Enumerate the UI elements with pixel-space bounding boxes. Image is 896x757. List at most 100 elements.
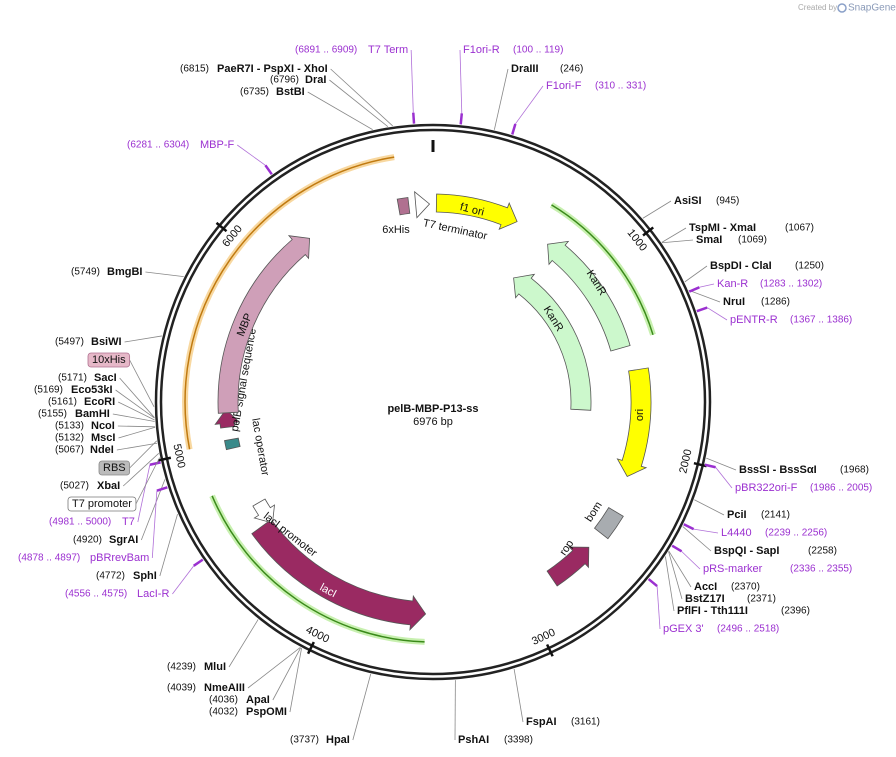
site-leader (706, 457, 737, 471)
site-position: (1250) (795, 261, 824, 272)
site-name: BssSI - BssSαI (739, 464, 817, 476)
primer-leader (151, 490, 158, 559)
site-leader (668, 551, 683, 600)
site-name: SphI (133, 570, 157, 582)
site-name: HpaI (326, 734, 350, 746)
site-position: (4039) (167, 683, 196, 694)
site-position: (3737) (290, 735, 319, 746)
primer-range: (4556 .. 4575) (65, 589, 127, 600)
site-name: ApaI (246, 694, 270, 706)
primer-range: (1283 .. 1302) (760, 279, 822, 290)
site-leader (493, 68, 509, 130)
primer-range: (6891 .. 6909) (295, 45, 357, 56)
site-leader (112, 413, 155, 422)
site-leader (330, 68, 393, 127)
site-position: (1286) (761, 297, 790, 308)
tick-label: 2000 (677, 448, 694, 475)
site-leader (115, 389, 155, 419)
primer-name: pRS-marker (703, 563, 763, 575)
primer-range: (1367 .. 1386) (790, 315, 852, 326)
site-name: BstBI (276, 86, 305, 98)
site-position: (4032) (209, 707, 238, 718)
site-leader (664, 556, 675, 612)
primer-range: (2239 .. 2256) (765, 528, 827, 539)
tick-mark (157, 456, 172, 462)
feature-label: f1 ori (459, 201, 486, 219)
site-position: (246) (560, 64, 583, 75)
feature-box-leader (129, 440, 157, 469)
site-name: BamHI (75, 408, 110, 420)
feature-arrow (217, 235, 311, 414)
site-name: EcoRI (84, 396, 115, 408)
feature-box-leader (129, 359, 155, 408)
primer-leader (237, 144, 266, 166)
primer-name: MBP-F (200, 139, 235, 151)
site-position: (6815) (180, 64, 209, 75)
site-leader (289, 648, 302, 713)
primer-name: F1ori-R (463, 44, 500, 56)
site-name: NcoI (91, 420, 115, 432)
site-position: (5133) (55, 421, 84, 432)
site-leader (642, 200, 672, 219)
site-position: (945) (716, 196, 739, 207)
primer-name: LacI-R (137, 588, 169, 600)
site-name: SacI (94, 372, 117, 384)
primer-name: T7 Term (368, 44, 408, 56)
site-name: Eco53kI (71, 384, 113, 396)
feature-box-label: T7 promoter (72, 498, 132, 510)
tick-mark (215, 221, 228, 233)
tick-mark (642, 226, 654, 237)
site-name: AccI (694, 581, 717, 593)
site-name: DraI (305, 74, 326, 86)
site-name: XbaI (97, 480, 120, 492)
site-leader (228, 619, 259, 668)
site-position: (1968) (840, 465, 869, 476)
site-position: (2141) (761, 510, 790, 521)
site-position: (4036) (209, 695, 238, 706)
site-leader (688, 289, 721, 303)
site-position: (5027) (60, 481, 89, 492)
feature-arrow (214, 408, 240, 429)
site-leader (307, 91, 373, 130)
site-name: SmaI (696, 234, 722, 246)
primer-site (193, 558, 204, 567)
primer-site (647, 578, 658, 588)
primer-site (511, 123, 517, 135)
primer-leader (706, 307, 728, 321)
primer-site (156, 486, 168, 492)
site-name: PshAI (458, 734, 489, 746)
site-name: NdeI (90, 444, 114, 456)
site-name: MluI (204, 661, 226, 673)
site-name: NmeAIII (204, 682, 245, 694)
primer-name: pGEX 3' (663, 623, 704, 635)
primer-name: pBR322ori-F (735, 482, 798, 494)
primer-range: (4981 .. 5000) (49, 517, 111, 528)
primer-leader (459, 49, 463, 114)
primer-name: T7 (122, 516, 135, 528)
site-leader (118, 401, 155, 421)
primer-site (412, 112, 416, 124)
site-position: (3161) (571, 717, 600, 728)
primer-site (688, 286, 700, 293)
site-name: BspDI - ClaI (710, 260, 772, 272)
site-position: (2371) (747, 594, 776, 605)
feature-arrow (435, 193, 518, 231)
feature-track (211, 495, 425, 643)
site-leader (272, 647, 302, 701)
site-name: PflFI - Tth111I (677, 605, 748, 617)
site-leader (662, 239, 694, 244)
site-position: (3398) (504, 735, 533, 746)
feature-box-leader (135, 457, 160, 505)
site-leader (352, 673, 372, 741)
site-position: (5497) (55, 337, 84, 348)
site-leader (661, 227, 687, 243)
backbone-outer (154, 123, 712, 681)
feature-track (551, 204, 654, 336)
tick-label: 5000 (170, 443, 187, 469)
primer-range: (100 .. 119) (513, 45, 563, 56)
feature-label: lac operator (249, 417, 271, 477)
site-leader (668, 550, 692, 588)
site-name: PciI (727, 509, 747, 521)
map-length: 6976 bp (413, 416, 453, 428)
